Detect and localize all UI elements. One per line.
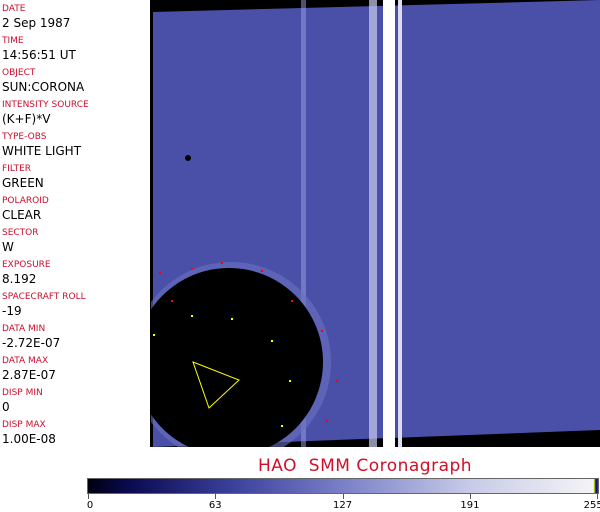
field-label: TYPE-OBS <box>2 132 47 142</box>
field-label: TIME <box>2 36 24 46</box>
field-value: 2 Sep 1987 <box>2 16 71 30</box>
colorbar <box>87 478 599 494</box>
colorbar-tick-label: 0 <box>86 500 94 511</box>
field-object: OBJECT SUN:CORONA <box>0 64 150 96</box>
field-label: EXPOSURE <box>2 260 51 270</box>
field-value: GREEN <box>2 176 44 190</box>
field-exposure: EXPOSURE 8.192 <box>0 256 150 288</box>
metadata-panel: DATE 2 Sep 1987 TIME 14:56:51 UT OBJECT SUN:C… <box>0 0 151 447</box>
field-value: -2.72E-07 <box>2 336 61 350</box>
field-disp-max: DISP MAX 1.00E-08 <box>0 416 150 448</box>
field-disp-min: DISP MIN 0 <box>0 384 150 416</box>
field-value: 1.00E-08 <box>2 432 56 446</box>
field-label: DISP MAX <box>2 420 46 430</box>
field-value: -19 <box>2 304 22 318</box>
field-label: OBJECT <box>2 68 36 78</box>
field-date: DATE 2 Sep 1987 <box>0 0 150 32</box>
field-value: (K+F)*V <box>2 112 51 126</box>
field-spacecraft-roll: SPACECRAFT ROLL -19 <box>0 288 150 320</box>
colorbar-tick-label: 63 <box>208 500 222 511</box>
colorbar-tick-label: 255 <box>583 500 600 511</box>
field-time: TIME 14:56:51 UT <box>0 32 150 64</box>
field-value: 0 <box>2 400 10 414</box>
field-label: FILTER <box>2 164 32 174</box>
field-filter: FILTER GREEN <box>0 160 150 192</box>
field-sector: SECTOR W <box>0 224 150 256</box>
colorbar-tick-label: 191 <box>460 500 480 511</box>
instrument-title: HAO SMM Coronagraph <box>258 456 473 476</box>
colorbar-tick <box>342 494 344 499</box>
field-polaroid: POLAROID CLEAR <box>0 192 150 224</box>
field-label: DISP MIN <box>2 388 43 398</box>
colorbar-tick <box>88 494 89 499</box>
field-value: 2.87E-07 <box>2 368 56 382</box>
colorbar-tick <box>469 494 471 499</box>
field-label: DATA MIN <box>2 324 46 334</box>
field-data-max: DATA MAX 2.87E-07 <box>0 352 150 384</box>
coronagraph-image <box>151 0 600 447</box>
field-value: 8.192 <box>2 272 37 286</box>
field-type-obs: TYPE-OBS WHITE LIGHT <box>0 128 150 160</box>
field-label: SECTOR <box>2 228 39 238</box>
field-value: CLEAR <box>2 208 42 222</box>
field-label: DATA MAX <box>2 356 49 366</box>
field-label: POLAROID <box>2 196 49 206</box>
field-label: INTENSITY SOURCE <box>2 100 89 110</box>
field-data-min: DATA MIN -2.72E-07 <box>0 320 150 352</box>
field-value: SUN:CORONA <box>2 80 85 94</box>
field-label: SPACECRAFT ROLL <box>2 292 86 302</box>
field-label: DATE <box>2 4 26 14</box>
field-intensity-source: INTENSITY SOURCE (K+F)*V <box>0 96 150 128</box>
colorbar-tick <box>597 494 599 499</box>
colorbar-tick <box>215 494 217 499</box>
colorbar-tick-label: 127 <box>333 500 353 511</box>
field-value: W <box>2 240 14 254</box>
field-value: 14:56:51 UT <box>2 48 76 62</box>
field-value: WHITE LIGHT <box>2 144 82 158</box>
